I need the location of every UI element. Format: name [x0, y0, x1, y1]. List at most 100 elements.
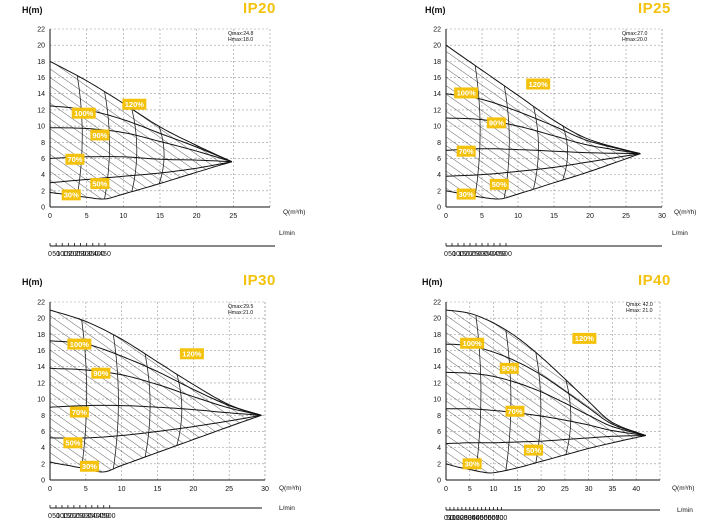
x2-tick-label: 400	[92, 513, 104, 520]
y-tick-label: 14	[37, 364, 45, 371]
curve-label-120pct: 120%	[572, 332, 597, 344]
hatched-operating-region	[50, 61, 232, 200]
x2-axis-title: L/min	[677, 507, 693, 514]
curve-label-30pct: 30%	[61, 189, 81, 201]
series-line-120pct	[49, 309, 262, 416]
y-tick-label: 4	[437, 172, 441, 179]
iso-lines	[475, 315, 572, 471]
y-tick-label: 6	[437, 429, 441, 436]
curve-label-text: 70%	[507, 407, 522, 416]
y-tick-label: 16	[433, 75, 441, 82]
curve-label-120pct: 120%	[526, 78, 551, 90]
curve-label-text: 90%	[502, 364, 517, 373]
x2-tick-label: 450	[476, 515, 488, 522]
curve-label-70pct: 70%	[65, 153, 85, 165]
iso-efficiency-line	[474, 65, 481, 197]
chart-ip25: 0 2 4 6 8 10 12 14 16 18 20 22 0 5 10 15 20 25 30 0 50 100 150…	[360, 0, 720, 264]
y-tick-label: 18	[37, 332, 45, 339]
qmax-text: Qmax:24.8	[228, 31, 254, 37]
curve-label-text: 70%	[72, 408, 87, 417]
series-line-90pct	[446, 371, 646, 436]
y-tick-label: 2	[41, 461, 45, 468]
curve-label-70pct: 70%	[69, 406, 89, 418]
curve-label-box	[91, 367, 111, 379]
x2-tick-label: 350	[482, 251, 494, 258]
x2-tick-label: 100	[56, 251, 68, 258]
y-axis-title: H(m)	[422, 277, 443, 287]
curve-label-box	[486, 117, 506, 129]
chart-title: IP25	[638, 0, 671, 17]
y-tick-label: 16	[37, 75, 45, 82]
y-tick-label: 22	[37, 300, 45, 307]
x2-tick-label: 100	[452, 251, 464, 258]
y-tick-label: 8	[41, 140, 45, 147]
y-tick-label: 22	[433, 27, 441, 34]
qmax-hmax-info: Qmax:29.5 Hmax:21.0	[228, 304, 253, 316]
curve-label-30pct: 30%	[456, 188, 476, 200]
curve-label-box	[456, 145, 476, 157]
curve-label-text: 100%	[463, 339, 483, 348]
y-tick-label: 10	[37, 124, 45, 131]
iso-lines	[81, 320, 183, 469]
curve-label-text: 50%	[526, 446, 541, 455]
y-tick-label: 0	[437, 205, 441, 212]
curve-label-text: 90%	[93, 369, 108, 378]
x-tick-label: 10	[490, 486, 498, 493]
x2-tick-label: 250	[74, 513, 86, 520]
chart-ip40: 0 2 4 6 8 10 12 14 16 18 20 22 0 5 10 15 20 25 30 35 40 0 50 10…	[360, 264, 720, 528]
x2-tick-label: 0	[48, 251, 52, 258]
x2-tick-label: 500	[500, 251, 512, 258]
x2-tick-label: 700	[496, 515, 508, 522]
y-tick-label: 16	[433, 348, 441, 355]
x2-tick-label: 50	[52, 251, 60, 258]
curve-label-box	[67, 338, 92, 350]
curve-label-120pct: 120%	[179, 348, 204, 360]
x2-tick-label: 400	[93, 251, 105, 258]
iso-efficiency-line	[131, 108, 138, 192]
x2-tick-label: 0	[48, 513, 52, 520]
y-axis-title: H(m)	[425, 5, 446, 15]
hatched-operating-region	[50, 310, 262, 472]
iso-efficiency-line	[475, 315, 482, 471]
x-tick-label: 15	[156, 213, 164, 220]
curve-label-100pct: 100%	[454, 87, 479, 99]
x-tick-label: 20	[586, 213, 594, 220]
x2-tick-label: 0	[444, 515, 448, 522]
chart-ip30: 0 2 4 6 8 10 12 14 16 18 20 22 0 5 10 15 20 25 30 0 50 100 150…	[0, 264, 360, 528]
x2-tick-label: 400	[488, 251, 500, 258]
x2-tick-label: 300	[81, 251, 93, 258]
curve-label-text: 70%	[459, 147, 474, 156]
iso-efficiency-line	[533, 106, 539, 190]
x2-tick-label: 250	[460, 515, 472, 522]
x2-tick-label: 350	[87, 251, 99, 258]
curve-label-50pct: 50%	[90, 178, 110, 190]
y-tick-label: 14	[37, 91, 45, 98]
y-tick-label: 8	[437, 140, 441, 147]
y-tick-label: 20	[37, 316, 45, 323]
chart-ip20: 0 2 4 6 8 10 12 14 16 18 20 22 0 5 10 15 20 25 0 50 100 150 20…	[0, 0, 360, 264]
x-tick-label: 25	[229, 213, 237, 220]
curve-label-text: 100%	[70, 340, 90, 349]
y-tick-label: 4	[41, 445, 45, 452]
x2-tick-label: 150	[62, 251, 74, 258]
curve-label-text: 70%	[67, 155, 82, 164]
curve-label-box	[499, 362, 519, 374]
series-line-50pct	[445, 153, 641, 177]
curve-label-text: 90%	[92, 131, 107, 140]
chart-title: IP20	[243, 0, 276, 17]
y-tick-label: 14	[433, 91, 441, 98]
x-tick-label: 0	[48, 213, 52, 220]
y-tick-label: 6	[41, 429, 45, 436]
curve-label-box	[572, 332, 597, 344]
x2-tick-label: 550	[484, 515, 496, 522]
series-line-50pct	[445, 435, 646, 445]
curve-label-box	[489, 178, 509, 190]
y-tick-label: 6	[41, 156, 45, 163]
x2-tick-label: 50	[446, 515, 454, 522]
y-tick-label: 8	[437, 413, 441, 420]
curve-label-30pct: 30%	[79, 460, 99, 472]
y-tick-label: 20	[433, 43, 441, 50]
curve-label-box	[460, 337, 485, 349]
x2-tick-label: 250	[470, 251, 482, 258]
x-axis-title: Q(m³/h)	[674, 209, 697, 216]
